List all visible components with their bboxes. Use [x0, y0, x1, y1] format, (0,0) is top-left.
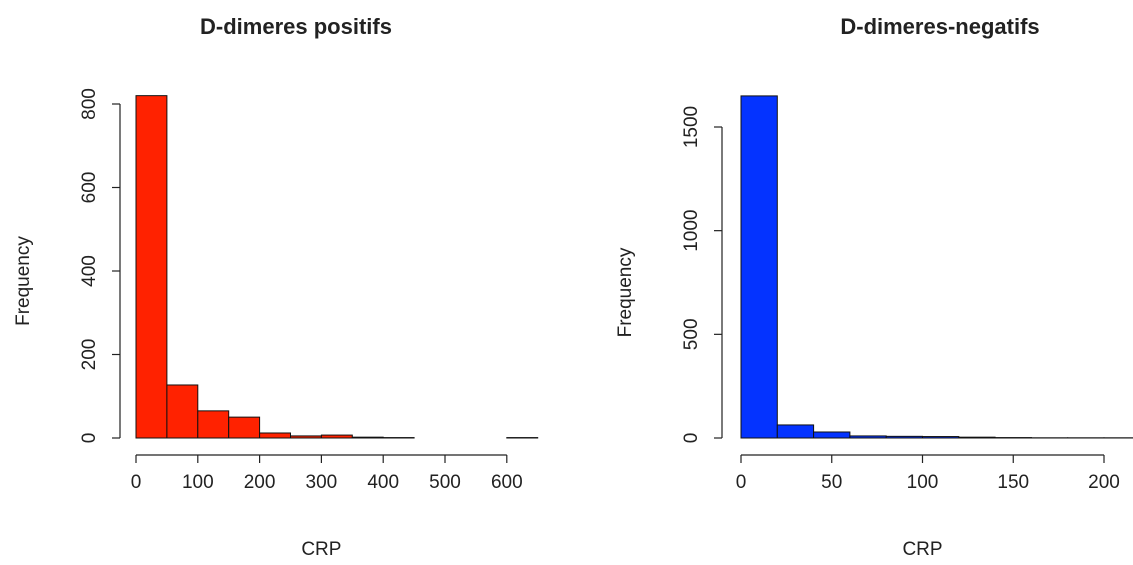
y-tick-label: 200 — [79, 339, 100, 371]
y-axis-label: Frequency — [615, 247, 636, 337]
y-tick-label: 400 — [79, 255, 100, 287]
y-tick-label: 0 — [681, 433, 702, 444]
x-tick-label: 0 — [736, 472, 747, 493]
y-tick-label: 800 — [79, 88, 100, 120]
x-tick-label: 600 — [491, 472, 523, 493]
bar — [922, 436, 960, 439]
x-tick-label: 400 — [367, 472, 399, 493]
bar — [885, 435, 924, 439]
bar — [197, 410, 230, 439]
bar — [259, 432, 292, 439]
x-tick-label: 500 — [429, 472, 461, 493]
x-axis-label: CRP — [301, 539, 341, 560]
chart-title: D-dimeres positifs — [200, 14, 392, 39]
x-tick-label: 200 — [1088, 472, 1120, 493]
x-axis-label: CRP — [902, 539, 942, 560]
y-tick-label: 1000 — [681, 210, 702, 252]
bar — [740, 95, 778, 439]
bar — [320, 434, 353, 439]
bar — [813, 431, 851, 439]
bar — [166, 384, 199, 439]
x-tick-label: 100 — [182, 472, 214, 493]
bar — [958, 436, 996, 439]
bar — [776, 424, 815, 439]
x-tick-label: 0 — [131, 472, 142, 493]
bar — [290, 435, 322, 439]
y-axis-label: Frequency — [13, 236, 34, 326]
chart-title: D-dimeres-negatifs — [840, 14, 1039, 39]
x-tick-label: 200 — [244, 472, 276, 493]
x-tick-label: 100 — [907, 472, 939, 493]
y-tick-label: 500 — [681, 318, 702, 350]
bar — [351, 436, 384, 439]
x-tick-label: 50 — [821, 472, 842, 493]
bar — [135, 95, 168, 439]
bar — [228, 416, 261, 439]
y-tick-label: 600 — [79, 172, 100, 204]
x-tick-label: 300 — [306, 472, 338, 493]
y-tick-label: 0 — [79, 433, 100, 444]
bar — [849, 435, 887, 439]
y-tick-label: 1500 — [681, 106, 702, 148]
x-tick-label: 150 — [997, 472, 1029, 493]
